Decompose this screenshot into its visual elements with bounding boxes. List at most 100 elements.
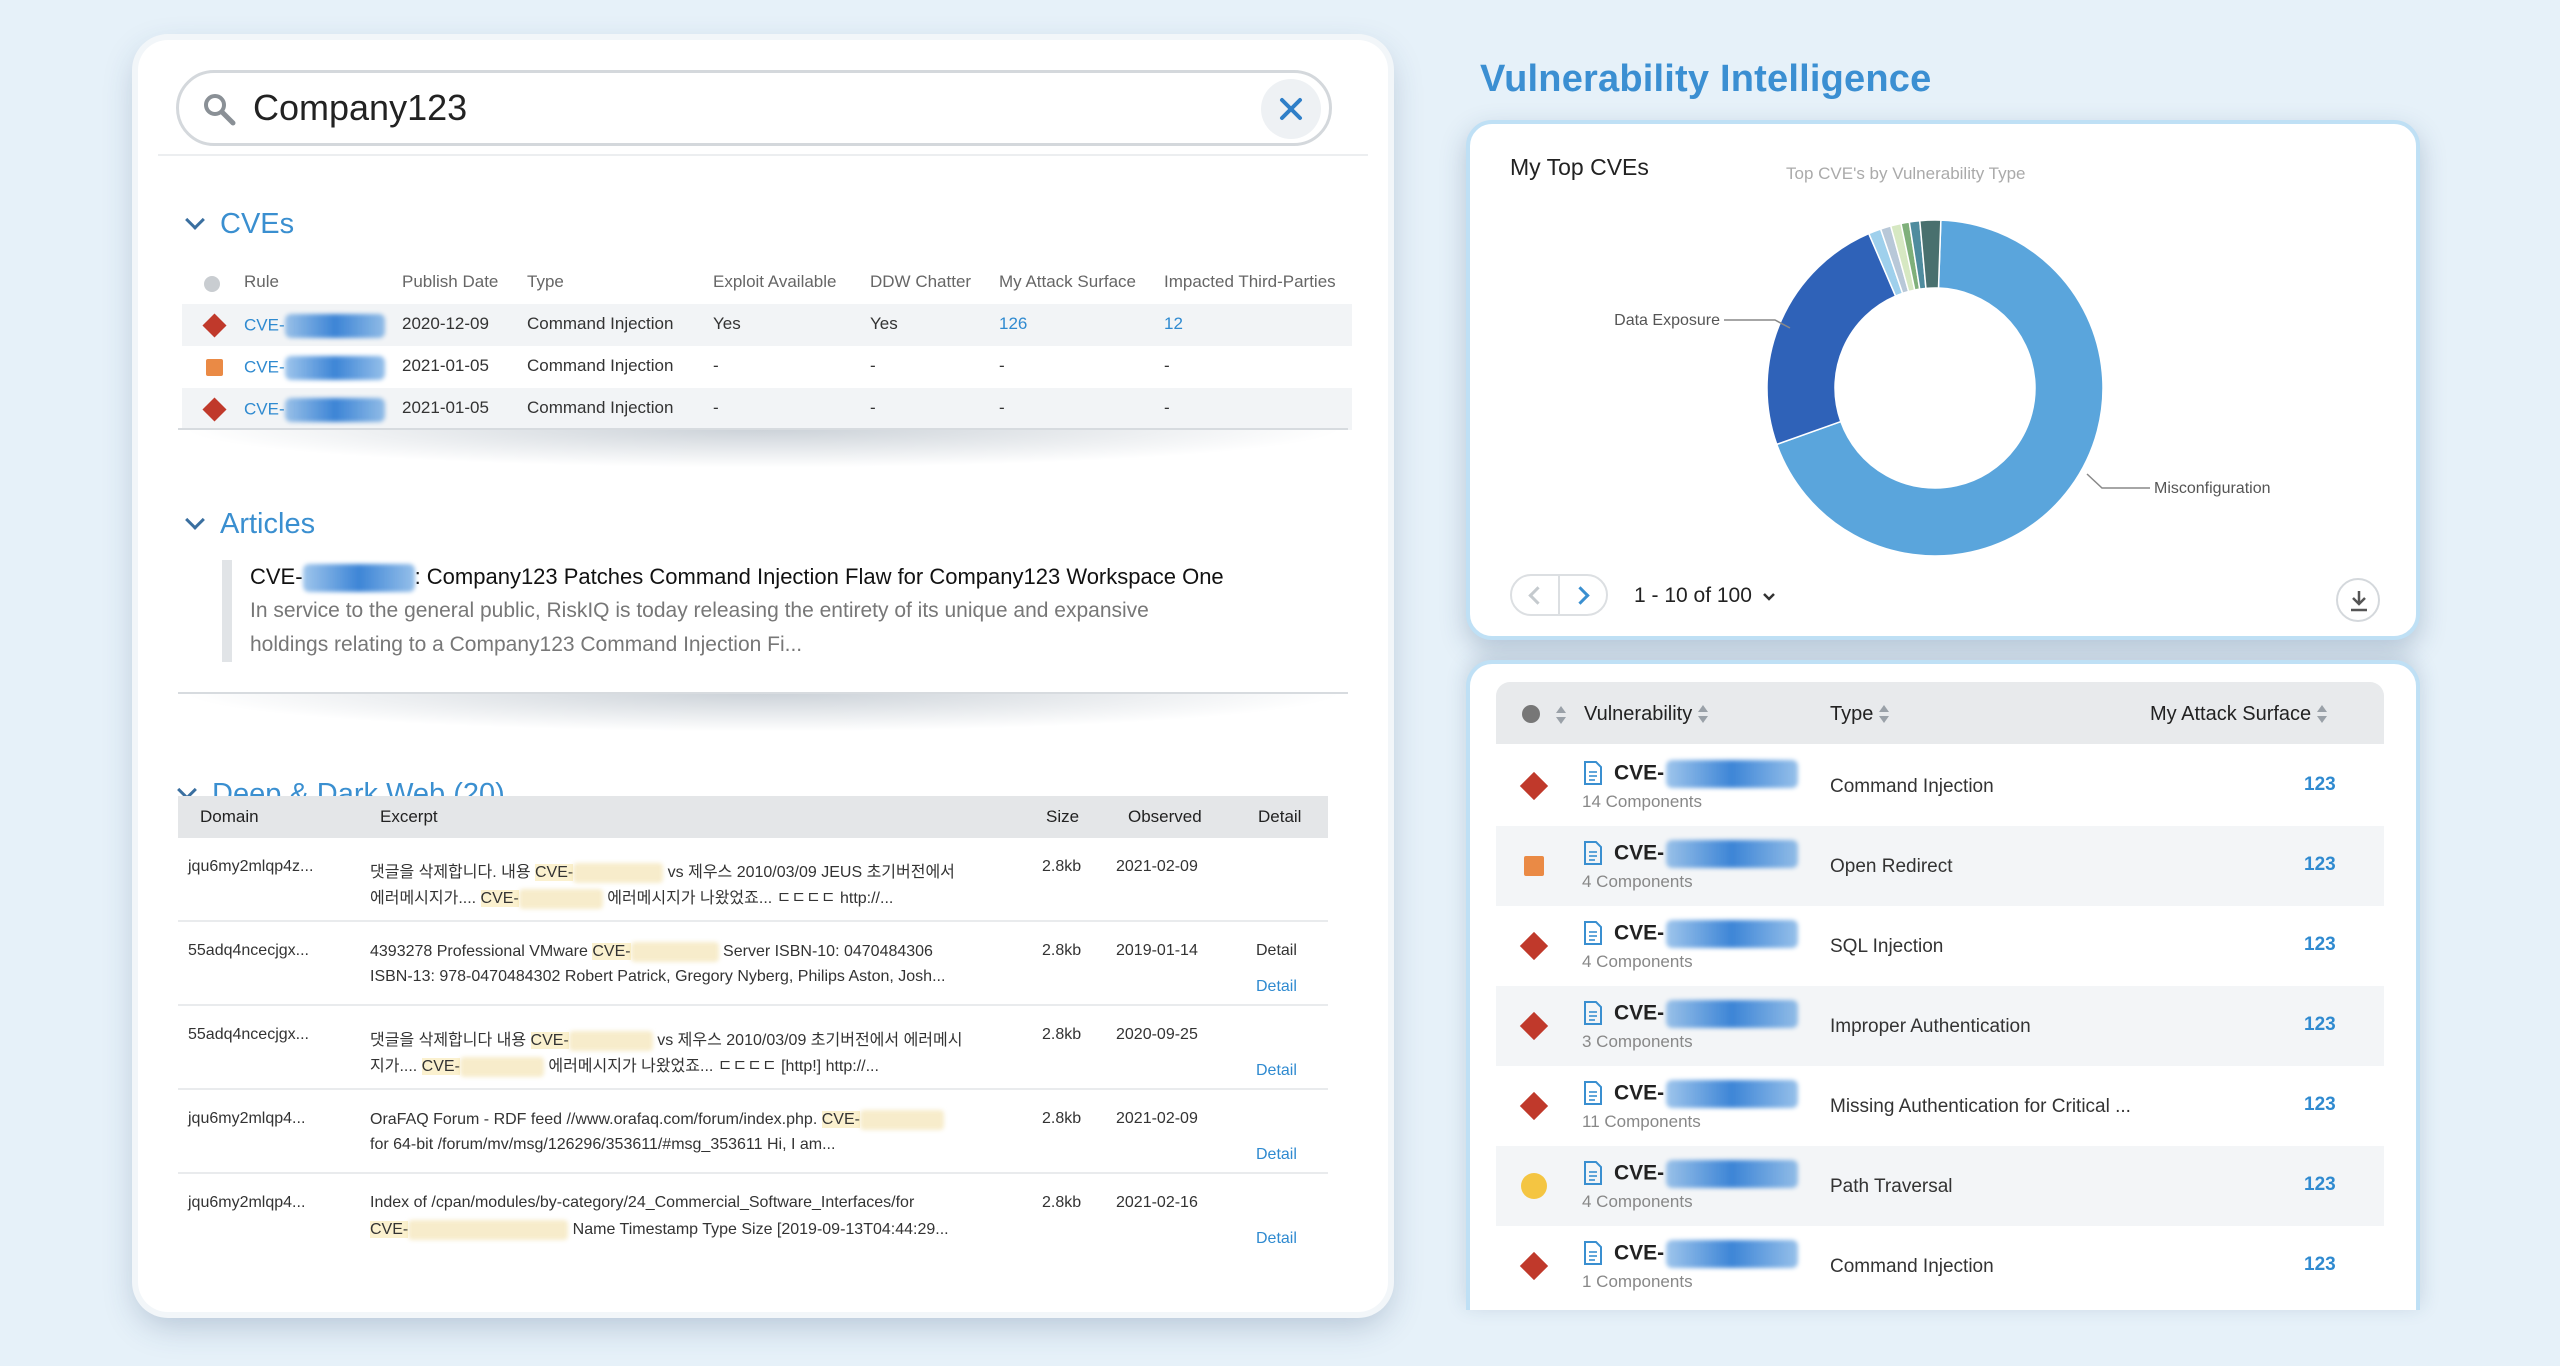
detail-link[interactable]: Detail: [1256, 1062, 1297, 1079]
table-row[interactable]: CVE- 4 Components Open Redirect 123: [1496, 826, 2384, 906]
next-page-button[interactable]: [1558, 574, 1608, 616]
clear-search-button[interactable]: [1261, 79, 1321, 139]
document-icon: [1584, 841, 1602, 865]
attack-surface-link[interactable]: 126: [999, 314, 1028, 333]
cve-link[interactable]: CVE-: [1614, 920, 1799, 948]
table-row[interactable]: CVE- 3 Components Improper Authentication 1…: [1496, 986, 2384, 1066]
donut-slice-data-exposure[interactable]: [1766, 232, 1897, 446]
donut-slice-misconfiguration[interactable]: [1775, 219, 2104, 557]
excerpt-text: 에러메시지가....: [370, 890, 481, 907]
leader-line: [2086, 473, 2150, 489]
cve-link[interactable]: CVE-: [1614, 840, 1799, 868]
prev-page-button[interactable]: [1510, 574, 1560, 616]
col-rule: Rule: [244, 272, 279, 291]
attack-surface-link[interactable]: 123: [2304, 774, 2336, 795]
vulnerability-type: Command Injection: [1830, 776, 1994, 797]
col-type: Type: [527, 272, 564, 291]
detail-link[interactable]: Detail: [1256, 1146, 1297, 1163]
cve-link[interactable]: CVE-: [1614, 1160, 1799, 1188]
table-row[interactable]: CVE- 2021-01-05 Command Injection - - - …: [182, 346, 1352, 388]
document-icon: [1584, 1081, 1602, 1105]
cve-link[interactable]: CVE-: [1614, 1080, 1799, 1108]
ddw-excerpt-line2: ISBN-13: 978-0470484302 Robert Patrick, …: [370, 968, 946, 985]
detail-link[interactable]: Detail: [1256, 978, 1297, 995]
table-row[interactable]: CVE- 1 Components Command Injection 123: [1496, 1226, 2384, 1306]
ddw-excerpt-line1: 댓글을 삭제합니다. 내용 CVE- vs 제우스 2010/03/09 JEU…: [370, 858, 955, 883]
components-count: 1 Components: [1582, 1272, 1693, 1291]
col-exploit-available: Exploit Available: [713, 272, 837, 291]
divider: [158, 154, 1368, 156]
col-observed: Observed: [1128, 807, 1202, 826]
table-row[interactable]: 55adq4ncecjgx... 댓글을 삭제합니다 내용 CVE- vs 제우…: [178, 1006, 1328, 1090]
ddw-chatter: Yes: [870, 314, 898, 333]
redacted-id: [1666, 1160, 1799, 1188]
redacted-id: [1666, 1000, 1799, 1028]
table-row[interactable]: CVE- 2021-01-05 Command Injection - - - …: [182, 388, 1352, 430]
cve-id: CVE-: [1614, 1161, 1665, 1185]
col-vulnerability[interactable]: Vulnerability: [1584, 702, 1709, 726]
page-range-select[interactable]: 1 - 10 of 100: [1634, 584, 1776, 608]
ddw-chatter: -: [870, 356, 876, 375]
ddw-size: 2.8kb: [1042, 942, 1082, 959]
attack-surface-link[interactable]: 123: [2304, 934, 2336, 955]
attack-surface-link[interactable]: 123: [2304, 1094, 2336, 1115]
attack-surface-link[interactable]: 123: [2304, 854, 2336, 875]
excerpt-cve: CVE-: [421, 1058, 460, 1075]
search-input[interactable]: Company123: [253, 87, 468, 128]
article-title[interactable]: CVE-: Company123 Patches Command Injecti…: [250, 560, 1272, 594]
article-item[interactable]: CVE-: Company123 Patches Command Injecti…: [222, 560, 1272, 662]
col-size: Size: [1046, 807, 1080, 826]
table-row[interactable]: 55adq4ncecjgx... 4393278 Professional VM…: [178, 922, 1328, 1006]
excerpt-text: Name Timestamp Type Size [2019-09-13T04:…: [568, 1221, 949, 1239]
table-row[interactable]: CVE- 14 Components Command Injection 123: [1496, 746, 2384, 826]
attack-surface-link[interactable]: 123: [2304, 1014, 2336, 1035]
cve-link[interactable]: CVE-: [1614, 1000, 1799, 1028]
attack-surface-link[interactable]: 123: [2304, 1174, 2336, 1195]
critical-severity-icon: [202, 313, 227, 338]
articles-section-toggle[interactable]: Articles: [185, 508, 316, 541]
redacted-id: [459, 1056, 544, 1077]
table-row[interactable]: CVE- 4 Components Path Traversal 123: [1496, 1146, 2384, 1226]
col-my-attack-surface[interactable]: My Attack Surface: [2150, 702, 2328, 726]
table-row[interactable]: CVE- 4 Components SQL Injection 123: [1496, 906, 2384, 986]
cve-rule-link[interactable]: CVE-: [244, 356, 385, 380]
cves-section-title: CVEs: [220, 208, 295, 240]
attack-surface-link[interactable]: 123: [2304, 1254, 2336, 1275]
excerpt-text: OraFAQ Forum - RDF feed //www.orafaq.com…: [370, 1111, 822, 1129]
chevron-down-icon: [185, 510, 205, 530]
ddw-excerpt-line1: 4393278 Professional VMware CVE- Server …: [370, 942, 933, 962]
chevron-down-icon: [185, 210, 205, 230]
table-row[interactable]: jqu6my2mlqp4z... 댓글을 삭제합니다. 내용 CVE- vs 제…: [178, 838, 1328, 922]
attack-surface: -: [999, 356, 1005, 375]
detail-link[interactable]: Detail: [1256, 1230, 1297, 1247]
table-row[interactable]: CVE- 2020-12-09 Command Injection Yes Ye…: [182, 304, 1352, 346]
cves-section-toggle[interactable]: CVEs: [185, 208, 295, 241]
chevron-right-icon: [1571, 586, 1590, 605]
components-count: 3 Components: [1582, 1032, 1693, 1051]
col-type[interactable]: Type: [1830, 702, 1890, 726]
ddw-domain: jqu6my2mlqp4...: [188, 1110, 306, 1127]
cve-link[interactable]: CVE-: [1614, 1240, 1799, 1268]
slice-label-data-exposure: Data Exposure: [1614, 312, 1720, 329]
articles-section-title: Articles: [220, 508, 316, 540]
vuln-table-header: Vulnerability Type My Attack Surface: [1496, 682, 2384, 744]
download-button[interactable]: [2336, 578, 2380, 622]
chart-card-title: My Top CVEs: [1510, 154, 1649, 180]
table-row[interactable]: jqu6my2mlqp4... Index of /cpan/modules/b…: [178, 1174, 1328, 1258]
donut-slice-other-7[interactable]: [1918, 219, 1942, 290]
third-parties-link[interactable]: 12: [1164, 314, 1183, 333]
search-bar[interactable]: Company123: [176, 70, 1332, 146]
excerpt-cve: CVE-: [480, 890, 519, 907]
severity-header-icon: [1522, 705, 1540, 723]
cve-rule-link[interactable]: CVE-: [244, 398, 385, 422]
cve-link[interactable]: CVE-: [1614, 760, 1799, 788]
critical-severity-icon: [1519, 1251, 1549, 1281]
excerpt-cve: CVE-: [592, 943, 631, 961]
col-excerpt: Excerpt: [380, 807, 438, 826]
vulnerability-type: Improper Authentication: [1830, 1016, 2031, 1037]
sort-icon[interactable]: [1556, 706, 1566, 724]
cve-id: CVE-: [1614, 921, 1665, 945]
cve-rule-link[interactable]: CVE-: [244, 314, 385, 338]
table-row[interactable]: jqu6my2mlqp4... OraFAQ Forum - RDF feed …: [178, 1090, 1328, 1174]
table-row[interactable]: CVE- 11 Components Missing Authentication …: [1496, 1066, 2384, 1146]
